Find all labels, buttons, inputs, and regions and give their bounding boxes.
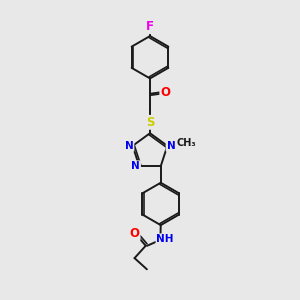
Text: N: N xyxy=(131,161,140,171)
Text: NH: NH xyxy=(156,234,174,244)
Text: O: O xyxy=(130,227,140,240)
Text: O: O xyxy=(160,86,170,99)
Text: N: N xyxy=(125,141,134,151)
Text: S: S xyxy=(146,116,154,129)
Text: CH₃: CH₃ xyxy=(177,139,196,148)
Text: F: F xyxy=(146,20,154,33)
Text: N: N xyxy=(167,141,175,151)
